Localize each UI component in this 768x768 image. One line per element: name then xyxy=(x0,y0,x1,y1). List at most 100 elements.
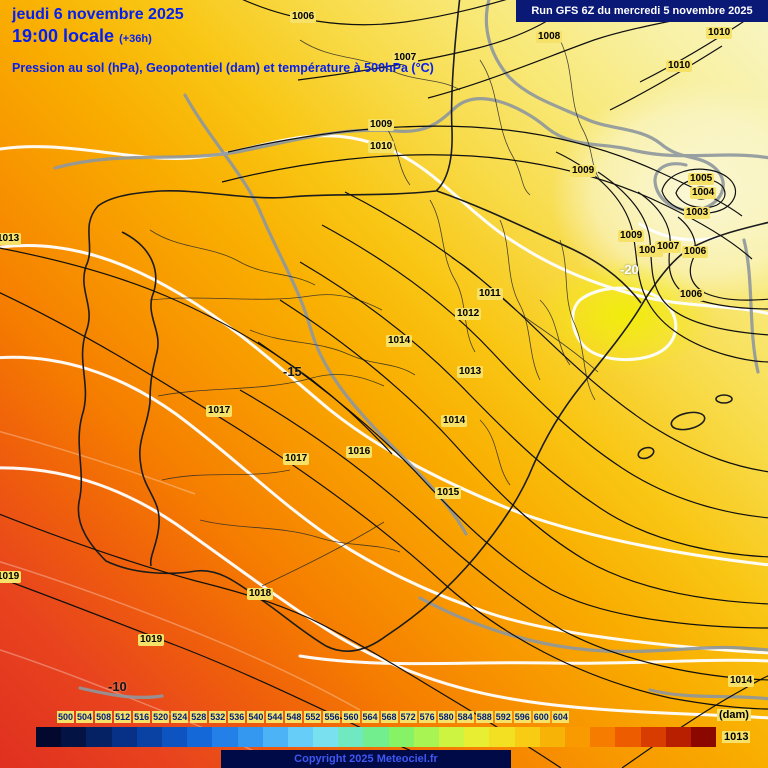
legend-color-cell xyxy=(161,727,188,747)
temperature-label: -15 xyxy=(283,364,302,379)
map-subtitle: Pression au sol (hPa), Geopotentiel (dam… xyxy=(12,61,434,75)
temperature-label: -20 xyxy=(620,262,639,277)
pressure-label: 1009 xyxy=(618,230,645,242)
legend-color-cell xyxy=(136,727,162,747)
legend-value: 512 xyxy=(114,711,132,723)
legend-unit: (dam) xyxy=(717,709,751,721)
legend-color-cell xyxy=(413,727,439,747)
pressure-label: 1012 xyxy=(455,308,482,320)
legend-value: 564 xyxy=(361,711,379,723)
legend-color-cell xyxy=(665,727,691,747)
legend-color-cell xyxy=(489,727,515,747)
pressure-label: 1017 xyxy=(206,405,233,417)
temperature-label: -10 xyxy=(108,679,127,694)
forecast-date: jeudi 6 novembre 2025 xyxy=(12,6,184,23)
legend-color-cell xyxy=(237,727,263,747)
pressure-label: 1011 xyxy=(477,288,503,300)
legend-value: 584 xyxy=(456,711,474,723)
legend-value: 552 xyxy=(304,711,322,723)
pressure-label: 1005 xyxy=(688,173,715,185)
legend-value: 520 xyxy=(152,711,170,723)
legend-value: 556 xyxy=(323,711,341,723)
legend-value: 576 xyxy=(418,711,436,723)
map-header: jeudi 6 novembre 2025 19:00 locale (+36h… xyxy=(12,6,434,75)
legend-value: 524 xyxy=(171,711,189,723)
legend-color-cell xyxy=(615,727,641,747)
legend-color-cell xyxy=(212,727,238,747)
legend-value: 572 xyxy=(399,711,417,723)
pressure-label: 1010 xyxy=(706,27,733,39)
legend-ref: 1013 xyxy=(722,731,751,743)
legend-color-cell xyxy=(539,727,565,747)
pressure-label: 1006 xyxy=(290,11,317,23)
legend-color-cell xyxy=(287,727,314,747)
grid-gray-lines xyxy=(53,0,768,701)
pressure-label: 1004 xyxy=(690,187,717,199)
legend-value: 580 xyxy=(437,711,455,723)
pressure-label: 1014 xyxy=(441,415,468,427)
pressure-label: 1014 xyxy=(728,675,755,687)
forecast-time-text: 19:00 locale xyxy=(12,26,115,46)
legend-value: 532 xyxy=(209,711,227,723)
legend-color-cell xyxy=(388,727,414,747)
pressure-label: 1007 xyxy=(655,241,682,253)
pressure-label: 1015 xyxy=(435,487,462,499)
legend-color-cell xyxy=(690,727,717,747)
pressure-label: 1013 xyxy=(0,233,22,245)
legend-color-cell xyxy=(111,727,137,747)
legend-value: 504 xyxy=(76,711,94,723)
legend-color-cell xyxy=(640,727,666,747)
legend-color-cell xyxy=(564,727,591,747)
legend-value: 544 xyxy=(266,711,284,723)
run-info-banner: Run GFS 6Z du mercredi 5 novembre 2025 xyxy=(516,0,768,22)
legend-color-cell xyxy=(338,727,364,747)
legend-value: 600 xyxy=(532,711,550,723)
copyright-bar[interactable]: Copyright 2025 Meteociel.fr xyxy=(221,750,511,768)
pressure-label: 1009 xyxy=(570,165,597,177)
legend-color-cell xyxy=(313,727,339,747)
legend-color-cell xyxy=(36,727,62,747)
pressure-label: 1010 xyxy=(368,141,395,153)
legend-value: 596 xyxy=(513,711,531,723)
legend-color-cell xyxy=(464,727,490,747)
legend-color-cell xyxy=(439,727,465,747)
legend-value: 592 xyxy=(494,711,512,723)
pressure-label: 1009 xyxy=(368,119,395,131)
pressure-label: 1016 xyxy=(346,446,373,458)
legend-value: 560 xyxy=(342,711,360,723)
pressure-label: 1008 xyxy=(536,31,563,43)
legend-colorbar xyxy=(36,727,717,747)
pressure-label: 1019 xyxy=(138,634,165,646)
forecast-time: 19:00 locale (+36h) xyxy=(12,26,434,47)
legend-value: 604 xyxy=(551,711,569,723)
geopotential-contours xyxy=(0,134,768,720)
pressure-label: 1017 xyxy=(283,453,310,465)
legend-value: 500 xyxy=(57,711,75,723)
legend-color-cell xyxy=(187,727,213,747)
legend-color-cell xyxy=(363,727,389,747)
pressure-label: 1013 xyxy=(457,366,484,378)
legend-color-cell xyxy=(262,727,288,747)
legend-color-cell xyxy=(86,727,112,747)
legend-color-cell xyxy=(590,727,616,747)
legend-value: 548 xyxy=(285,711,303,723)
pressure-label: 1007 xyxy=(392,52,419,64)
legend-value: 540 xyxy=(247,711,265,723)
legend-value: 536 xyxy=(228,711,246,723)
legend-color-cell xyxy=(514,727,540,747)
forecast-offset: (+36h) xyxy=(119,33,152,45)
legend-values: 500 504 508 512 516 520 524 528 532 536 540 544 548 5… xyxy=(57,711,569,723)
legend-value: 528 xyxy=(190,711,208,723)
legend-value: 588 xyxy=(475,711,493,723)
pressure-label: 1014 xyxy=(386,335,413,347)
legend-value: 516 xyxy=(133,711,151,723)
pressure-label: 1006 xyxy=(682,246,709,258)
legend-color-cell xyxy=(61,727,87,747)
pressure-label: 1006 xyxy=(678,289,705,301)
pressure-label: 1018 xyxy=(247,588,274,600)
legend-value: 508 xyxy=(95,711,113,723)
legend-value: 568 xyxy=(380,711,398,723)
